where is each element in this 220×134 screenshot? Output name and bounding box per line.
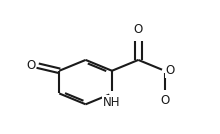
Text: NH: NH: [103, 96, 121, 109]
Text: O: O: [134, 23, 143, 36]
Text: O: O: [160, 94, 169, 107]
Text: O: O: [26, 59, 35, 72]
Text: O: O: [165, 64, 175, 77]
